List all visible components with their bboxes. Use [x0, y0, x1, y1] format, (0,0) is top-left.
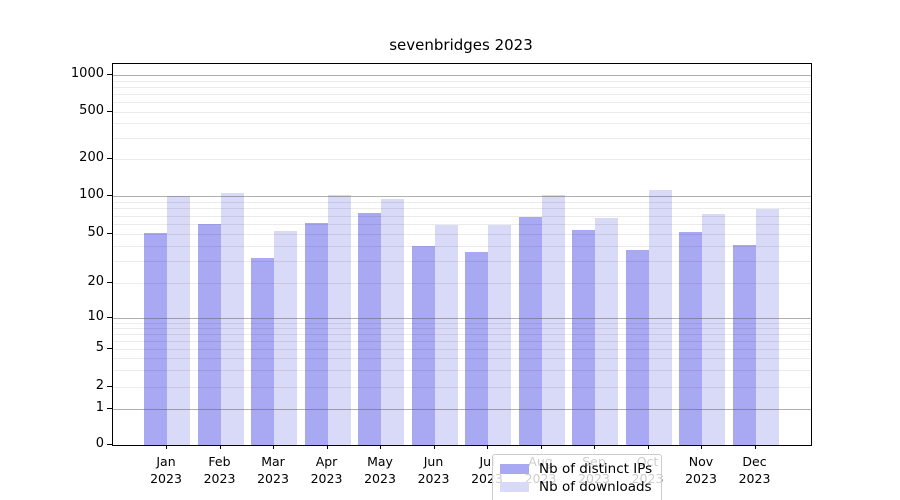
bar-nb-of-downloads-jul — [488, 224, 511, 445]
x-tick-label: Jun 2023 — [406, 453, 462, 487]
x-tick-label: Nov 2023 — [673, 453, 729, 487]
x-tick-label: Mar 2023 — [245, 453, 301, 487]
y-tick-mark — [107, 348, 112, 349]
y-tick-label: 20 — [87, 274, 104, 289]
plot-area: Nb of distinct IPs Nb of downloads — [112, 63, 812, 500]
x-tick-label: May 2023 — [352, 453, 408, 487]
x-tick-month: May — [367, 454, 393, 469]
bar-nb-of-distinct-ips-feb — [197, 224, 221, 445]
y-tick-mark — [107, 111, 112, 112]
bar-nb-of-distinct-ips-mar — [251, 257, 274, 445]
x-tick-year: 2023 — [150, 471, 182, 486]
y-tick-label: 1 — [95, 400, 104, 415]
x-tick-month: Jan — [156, 454, 176, 469]
y-tick-mark — [107, 158, 112, 159]
x-tick-mark — [754, 445, 756, 449]
x-tick-label: Apr 2023 — [299, 453, 355, 487]
bar-nb-of-distinct-ips-jul — [465, 251, 488, 445]
y-tick-mark — [107, 282, 112, 283]
legend: Nb of distinct IPs Nb of downloads — [492, 454, 663, 500]
legend-swatch-distinct-ips — [500, 464, 529, 474]
x-tick-mark — [701, 445, 702, 449]
bar-nb-of-distinct-ips-jan — [144, 232, 167, 445]
x-tick-year: 2023 — [257, 471, 289, 486]
x-tick-year: 2023 — [364, 471, 396, 486]
legend-label-downloads: Nb of downloads — [539, 479, 652, 495]
x-tick-mark — [326, 445, 328, 449]
x-tick-month: Feb — [208, 454, 231, 469]
bar-nb-of-distinct-ips-may — [358, 213, 381, 445]
bar-nb-of-downloads-jan — [167, 196, 190, 445]
x-tick-year: 2023 — [417, 471, 450, 486]
x-tick-month: Mar — [261, 454, 285, 469]
bar-nb-of-downloads-mar — [274, 230, 297, 445]
bar-nb-of-distinct-ips-dec — [732, 244, 756, 445]
y-tick-label: 0 — [95, 436, 104, 451]
x-tick-year: 2023 — [685, 471, 717, 486]
y-tick-label: 5 — [95, 340, 104, 355]
bar-nb-of-distinct-ips-nov — [679, 231, 702, 445]
y-tick-label: 1000 — [70, 66, 104, 81]
y-tick-mark — [107, 233, 112, 234]
x-tick-mark — [540, 445, 542, 449]
x-tick-year: 2023 — [310, 471, 343, 486]
legend-swatch-downloads — [500, 482, 529, 492]
bar-nb-of-downloads-sep — [595, 218, 618, 445]
bar-nb-of-downloads-oct — [648, 190, 672, 445]
x-tick-month: Dec — [742, 454, 767, 469]
x-tick-month: Jun — [423, 454, 444, 469]
x-tick-mark — [166, 445, 167, 449]
bar-nb-of-distinct-ips-aug — [518, 217, 542, 445]
y-tick-label: 200 — [79, 150, 104, 165]
x-tick-mark — [433, 445, 435, 449]
bar-nb-of-distinct-ips-jun — [411, 245, 435, 445]
x-tick-month: Jul — [479, 454, 495, 469]
bar-nb-of-downloads-nov — [702, 214, 725, 445]
bars-layer — [113, 64, 811, 445]
bar-nb-of-downloads-dec — [755, 208, 779, 445]
x-tick-mark — [273, 445, 274, 449]
x-tick-mark — [647, 445, 649, 449]
x-tick-label: Feb 2023 — [192, 453, 248, 487]
x-tick-mark — [219, 445, 221, 449]
x-tick-mark — [594, 445, 595, 449]
y-tick-label: 100 — [79, 187, 104, 202]
y-tick-label: 2 — [95, 378, 104, 393]
y-tick-mark — [107, 408, 112, 409]
x-tick-label: Dec 2023 — [727, 453, 783, 487]
x-tick-year: 2023 — [738, 471, 771, 486]
y-tick-mark — [107, 195, 112, 196]
x-tick-mark — [487, 445, 488, 449]
y-tick-mark — [107, 386, 112, 387]
bar-nb-of-downloads-feb — [220, 193, 244, 445]
chart-title: sevenbridges 2023 — [389, 36, 533, 54]
y-tick-label: 50 — [87, 225, 104, 240]
bar-nb-of-downloads-jun — [434, 224, 458, 445]
x-tick-month: Apr — [315, 454, 338, 469]
y-tick-mark — [107, 317, 112, 318]
bar-nb-of-distinct-ips-apr — [304, 223, 328, 445]
y-tick-mark — [107, 444, 112, 445]
y-tick-label: 10 — [87, 309, 104, 324]
x-tick-label: Jan 2023 — [138, 453, 194, 487]
legend-label-distinct-ips: Nb of distinct IPs — [539, 461, 653, 477]
y-tick-label: 500 — [79, 103, 104, 118]
y-tick-mark — [107, 74, 112, 75]
x-tick-year: 2023 — [203, 471, 236, 486]
bar-nb-of-distinct-ips-oct — [625, 250, 649, 445]
bar-nb-of-downloads-apr — [327, 194, 351, 445]
legend-row-distinct-ips: Nb of distinct IPs — [500, 460, 652, 478]
x-tick-mark — [380, 445, 381, 449]
bar-nb-of-distinct-ips-sep — [572, 229, 595, 445]
x-tick-month: Nov — [688, 454, 714, 469]
legend-row-downloads: Nb of downloads — [500, 478, 652, 496]
bar-nb-of-downloads-may — [381, 199, 404, 445]
bar-nb-of-downloads-aug — [541, 194, 565, 445]
